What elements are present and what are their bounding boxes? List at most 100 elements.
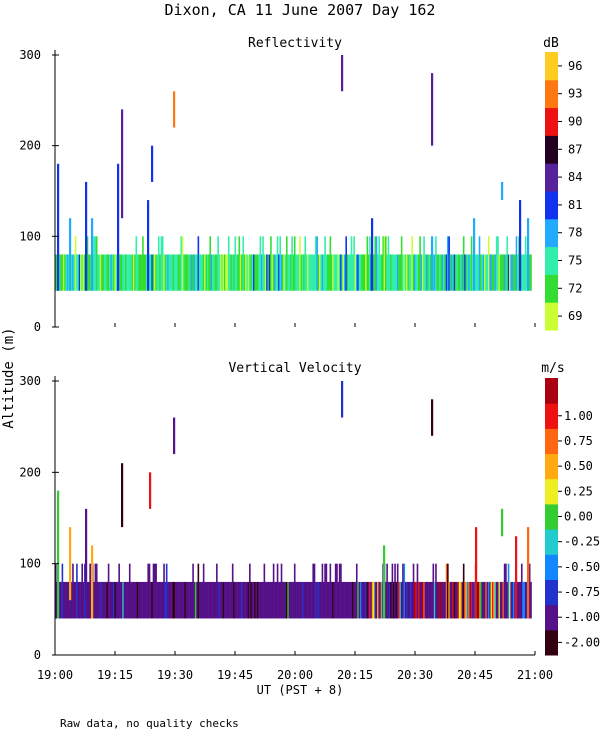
echo-column bbox=[383, 545, 386, 619]
echo-column bbox=[117, 581, 119, 619]
echo-column bbox=[476, 254, 478, 291]
echo-column bbox=[179, 254, 181, 291]
echo-column bbox=[260, 581, 263, 619]
echo-column bbox=[193, 254, 196, 291]
echo-column bbox=[487, 236, 490, 291]
echo-column bbox=[94, 236, 97, 291]
echo-column bbox=[342, 254, 345, 291]
echo-column bbox=[433, 254, 436, 291]
echo-column bbox=[74, 581, 77, 619]
echo-column bbox=[250, 581, 252, 619]
echo-column bbox=[447, 236, 449, 291]
echo-column bbox=[334, 254, 337, 291]
echo-column bbox=[99, 581, 102, 619]
echo-column bbox=[205, 581, 208, 619]
y-tick-label: 0 bbox=[34, 648, 41, 662]
colorbar-tick-label: -1.00 bbox=[564, 610, 600, 624]
echo-column bbox=[88, 254, 90, 291]
echo-column bbox=[432, 254, 435, 291]
echo-column bbox=[296, 581, 299, 619]
echo-column bbox=[363, 581, 366, 619]
echo-column bbox=[358, 581, 361, 619]
echo-column bbox=[251, 581, 254, 619]
colorbar-tick-label: 0.75 bbox=[564, 434, 593, 448]
y-tick-label: 0 bbox=[34, 320, 41, 334]
echo-column bbox=[406, 581, 408, 619]
echo-column bbox=[308, 581, 311, 619]
echo-column bbox=[276, 563, 279, 619]
echo-column bbox=[497, 581, 499, 619]
echo-column bbox=[348, 581, 350, 619]
echo-column bbox=[233, 581, 235, 619]
echo-column bbox=[288, 581, 291, 619]
echo-column bbox=[458, 254, 461, 291]
echo-column bbox=[424, 254, 427, 291]
echo-column bbox=[293, 563, 296, 619]
echo-column bbox=[449, 254, 452, 291]
echo-column bbox=[135, 236, 138, 291]
echo-column bbox=[513, 581, 515, 619]
echo-column bbox=[510, 254, 512, 291]
echo-column bbox=[354, 581, 357, 619]
echo-column bbox=[495, 581, 498, 619]
echo-column bbox=[391, 254, 394, 291]
echo-column bbox=[382, 236, 384, 291]
echo-column bbox=[449, 581, 452, 619]
echo-column bbox=[225, 254, 227, 291]
echo-column bbox=[519, 581, 522, 619]
echo-column bbox=[84, 254, 86, 291]
echo-column bbox=[220, 581, 222, 619]
echo-column bbox=[410, 254, 412, 291]
echo-column bbox=[105, 581, 107, 619]
echo-column bbox=[132, 254, 135, 291]
echo-column bbox=[403, 254, 406, 291]
echo-column bbox=[258, 254, 260, 291]
echo-column bbox=[452, 254, 454, 291]
echo-column bbox=[399, 254, 402, 291]
echo-column bbox=[328, 254, 330, 291]
echo-column bbox=[523, 254, 526, 291]
echo-column bbox=[101, 254, 103, 291]
echo-column bbox=[144, 254, 147, 291]
echo-column bbox=[267, 581, 270, 619]
echo-column bbox=[307, 254, 309, 291]
echo-column bbox=[205, 254, 208, 291]
echo-column bbox=[444, 254, 446, 291]
echo-column bbox=[399, 581, 402, 619]
echo-column bbox=[349, 581, 351, 619]
echo-column bbox=[353, 236, 355, 291]
echo-column bbox=[216, 563, 218, 619]
echo-column bbox=[251, 254, 254, 291]
y-tick-label: 200 bbox=[19, 465, 41, 479]
echo-column bbox=[396, 563, 399, 619]
echo-column bbox=[122, 254, 124, 291]
echo-column bbox=[436, 581, 439, 619]
echo-column bbox=[254, 254, 256, 291]
echo-column bbox=[234, 581, 237, 619]
echo-column bbox=[60, 254, 62, 291]
x-tick-label: 19:15 bbox=[97, 668, 133, 682]
echo-column bbox=[62, 581, 65, 619]
echo-column bbox=[407, 254, 410, 291]
echo-column bbox=[400, 581, 403, 619]
echo-column bbox=[150, 581, 152, 619]
echo-column bbox=[494, 254, 497, 291]
echo-column bbox=[238, 581, 241, 619]
echo-column bbox=[216, 254, 218, 291]
echo-column bbox=[255, 581, 258, 619]
echo-column bbox=[267, 254, 270, 291]
echo-column bbox=[173, 581, 176, 619]
echo-column bbox=[466, 254, 469, 291]
echo-column bbox=[329, 236, 332, 291]
echo-column bbox=[78, 581, 81, 619]
echo-column bbox=[157, 581, 160, 619]
colorbar-swatch bbox=[545, 478, 558, 505]
echo-column bbox=[188, 254, 190, 291]
echo-column bbox=[406, 254, 408, 291]
echo-column bbox=[304, 581, 307, 619]
echo-column bbox=[412, 563, 415, 619]
echo-column bbox=[155, 563, 157, 619]
echo-column bbox=[308, 254, 311, 291]
echo-column bbox=[490, 581, 493, 619]
echo-column bbox=[183, 581, 185, 619]
